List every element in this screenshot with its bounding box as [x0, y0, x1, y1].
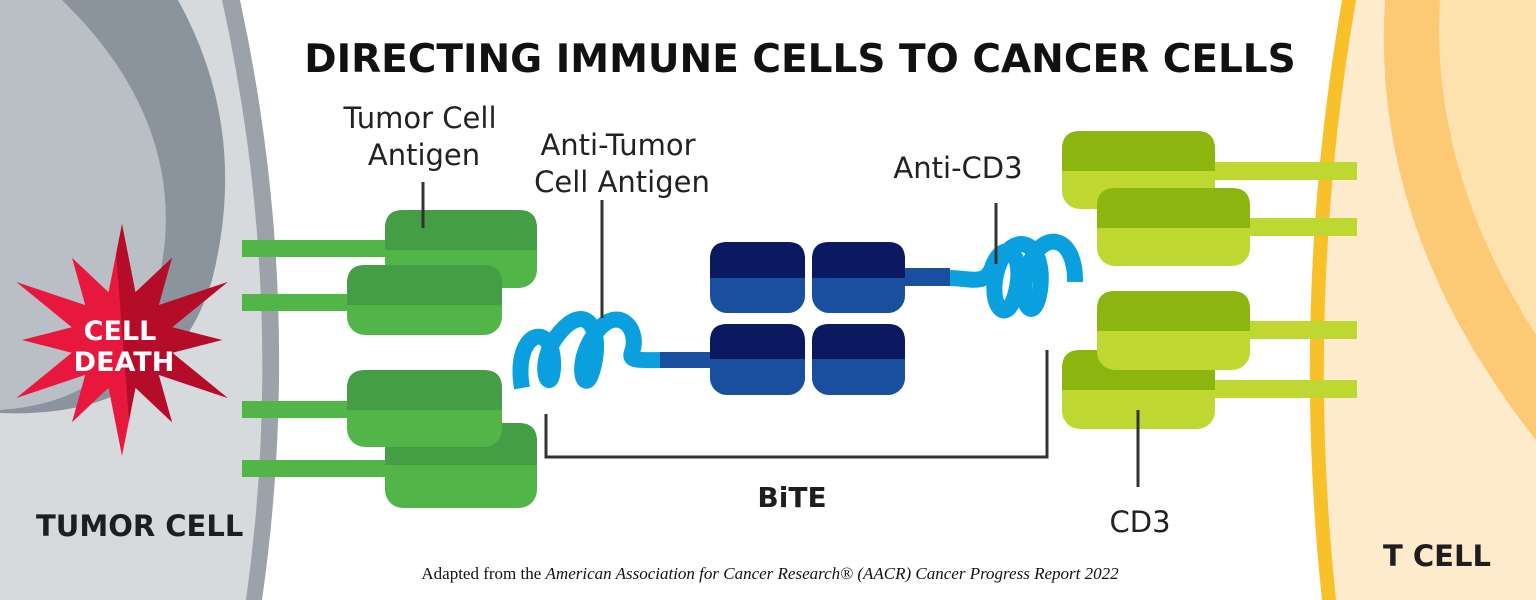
- antigen-block: [347, 370, 502, 447]
- cd3-label: CD3: [1109, 505, 1170, 539]
- cd3-block: [1097, 291, 1250, 370]
- caption-prefix: Adapted from the: [421, 564, 545, 583]
- cd3-stem: [1235, 321, 1357, 339]
- bite-domain: [812, 324, 905, 395]
- cell-death-label-line2: DEATH: [74, 347, 175, 378]
- antigen-stem: [242, 240, 392, 257]
- t-cell-label: T CELL: [1383, 539, 1491, 573]
- cd3-receptors: [1062, 131, 1357, 429]
- tumor-antigens: [242, 210, 537, 508]
- cell-death-label-line1: CELL: [84, 316, 157, 347]
- cd3-stem: [1235, 218, 1357, 236]
- tumor-antigen-label-line1: Tumor Cell: [342, 101, 496, 135]
- t-nucleus: [1439, 0, 1536, 335]
- bite-domain: [710, 324, 805, 395]
- cd3-block: [1097, 188, 1250, 266]
- tumor-antigen-label-line2: Antigen: [368, 138, 480, 172]
- bite-molecule: [512, 233, 1084, 395]
- linker: [900, 268, 950, 286]
- antigen-stem: [242, 294, 362, 311]
- antigen-block: [347, 265, 502, 335]
- page-title: DIRECTING IMMUNE CELLS TO CANCER CELLS: [304, 37, 1296, 82]
- anti-tumor-label-line2: Cell Antigen: [534, 165, 710, 199]
- cd3-stem: [1200, 162, 1357, 180]
- anti-tumor-coil: [512, 311, 666, 390]
- antigen-stem: [242, 401, 362, 418]
- linker: [660, 352, 715, 368]
- caption-source: American Association for Cancer Research…: [545, 564, 1120, 583]
- tumor-cell-label: TUMOR CELL: [36, 509, 243, 543]
- anti-cd3-label: Anti-CD3: [893, 151, 1022, 185]
- anti-tumor-label-line1: Anti-Tumor: [540, 128, 695, 162]
- bite-domain: [812, 242, 905, 313]
- source-caption: Adapted from the American Association fo…: [421, 564, 1119, 583]
- bite-label: BiTE: [757, 481, 826, 514]
- cd3-stem: [1200, 380, 1357, 398]
- antigen-stem: [242, 460, 392, 477]
- anti-cd3-coil: [947, 233, 1084, 319]
- t-cell: [1309, 0, 1536, 600]
- bite-domain: [710, 242, 805, 313]
- bite-bracket: [544, 350, 1049, 459]
